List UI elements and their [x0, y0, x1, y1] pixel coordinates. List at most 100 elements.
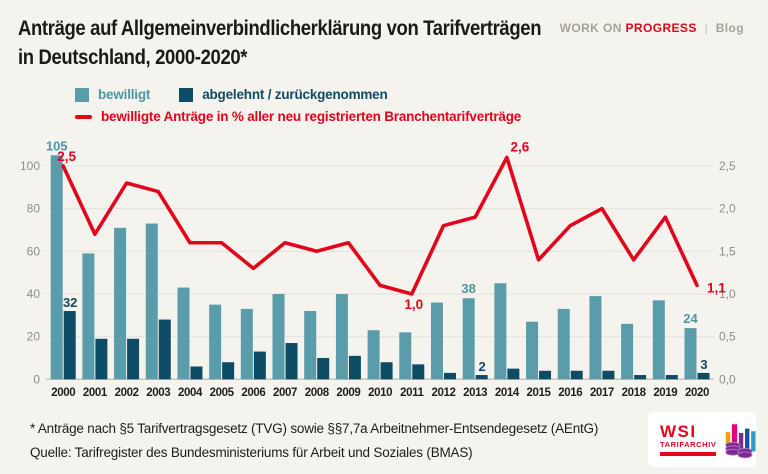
source-line: Quelle: Tarifregister des Bundesminister… [30, 445, 473, 460]
logo-text-block: WSI TARIFARCHIV [660, 423, 716, 456]
bar-bewilligt [209, 304, 222, 380]
bar-abgelehnt [253, 351, 266, 380]
bar-abgelehnt [317, 357, 330, 380]
title-line-2: in Deutschland, 2000-2020* [18, 46, 248, 69]
data-value-label: 3 [700, 357, 707, 372]
bar-bewilligt [589, 296, 602, 380]
bar-line-chart: 0 0,0 20 0,5 40 1,0 60 1,5 80 2,0 100 2,5 2000 2001 20… [20, 138, 736, 399]
left-axis-tick-label: 20 [27, 330, 41, 344]
bar-bewilligt [462, 298, 475, 380]
legend-label-bewilligt: bewilligt [98, 87, 151, 102]
x-axis-year-label: 2005 [210, 387, 235, 399]
bar-bewilligt [399, 332, 412, 380]
bar-bewilligt [557, 308, 570, 380]
right-axis-tick-label: 1,0 [719, 287, 736, 301]
brand-work-on: WORK ON [559, 21, 622, 35]
data-value-label: 2 [479, 359, 486, 374]
bar-abgelehnt [697, 372, 710, 380]
x-axis-year-label: 2019 [653, 387, 677, 399]
coins-chart-icon [725, 423, 756, 458]
x-axis-year-label: 2011 [400, 387, 424, 399]
left-axis-tick-label: 100 [20, 159, 40, 173]
x-axis-year-label: 2010 [368, 387, 392, 399]
bar-bewilligt [114, 227, 127, 380]
left-axis-tick-label: 60 [27, 244, 41, 258]
x-axis-year-label: 2003 [146, 387, 170, 399]
left-axis-tick-label: 0 [33, 372, 40, 386]
bar-abgelehnt [412, 364, 425, 380]
bar-abgelehnt [507, 368, 520, 380]
bar-abgelehnt [127, 338, 140, 380]
bar-abgelehnt [285, 343, 298, 380]
bar-bewilligt [652, 300, 665, 380]
x-axis-year-label: 2018 [622, 387, 647, 399]
bar-abgelehnt [634, 375, 647, 380]
x-axis-year-label: 2009 [336, 387, 360, 399]
bar-bewilligt [304, 311, 317, 380]
x-axis-year-label: 2015 [527, 387, 552, 399]
left-axis-tick-label: 40 [27, 287, 41, 301]
legend-label-abgelehnt: abgelehnt / zurückgenommen [202, 87, 388, 102]
bar-abgelehnt [63, 311, 76, 380]
footnote-asterisk: * Anträge nach §5 Tarifvertragsgesetz (T… [30, 421, 599, 436]
page-title: Anträge auf Allgemeinverbindlicherklärun… [18, 14, 581, 72]
x-axis-year-label: 2013 [463, 387, 487, 399]
brand-progress: PROGRESS [625, 21, 697, 35]
bar-bewilligt [272, 293, 285, 380]
right-axis-tick-label: 0,5 [719, 330, 736, 344]
bar-abgelehnt [190, 366, 203, 380]
data-value-label: 32 [63, 295, 77, 310]
bar-bewilligt [621, 323, 634, 380]
wsi-tarifarchiv-logo[interactable]: WSI TARIFARCHIV [648, 412, 756, 467]
data-value-label: 24 [683, 311, 698, 326]
x-axis-year-label: 2012 [431, 387, 455, 399]
legend-line-swatch [75, 114, 92, 119]
x-axis-year-label: 2007 [273, 387, 297, 399]
data-value-label: 2,6 [510, 139, 529, 154]
x-axis-year-label: 2020 [685, 387, 709, 399]
right-axis-tick-label: 2,0 [719, 202, 736, 216]
x-axis-year-label: 2002 [115, 387, 139, 399]
bar-abgelehnt [443, 372, 456, 380]
right-axis-tick-label: 0,0 [719, 372, 736, 386]
chart-footnotes: * Anträge nach §5 Tarifvertragsgesetz (T… [30, 417, 598, 465]
title-line-1: Anträge auf Allgemeinverbindlicherklärun… [18, 17, 542, 40]
bar-bewilligt [82, 253, 95, 380]
blog-link[interactable]: Blog [715, 21, 744, 35]
chart-legend: bewilligt abgelehnt / zurückgenommen bew… [75, 86, 521, 130]
blog-brand: WORK ON PROGRESS | Blog [560, 21, 744, 35]
logo-red-bar [660, 452, 716, 456]
legend-label-line: bewilligte Anträge in % aller neu regist… [101, 109, 522, 124]
bar-bewilligt [684, 328, 697, 380]
x-axis-year-label: 2000 [51, 387, 75, 399]
x-axis-year-label: 2006 [241, 387, 265, 399]
x-axis-year-label: 2004 [178, 387, 203, 399]
data-value-label: 2,5 [57, 149, 76, 164]
x-axis-year-label: 2014 [495, 387, 520, 399]
bar-abgelehnt [602, 370, 615, 380]
x-axis-year-label: 2017 [590, 387, 614, 399]
bar-bewilligt [177, 287, 190, 380]
brand-separator: | [704, 21, 708, 35]
data-value-label: 38 [461, 281, 475, 296]
right-axis-tick-label: 1,5 [719, 244, 736, 258]
data-value-label: 1,1 [707, 280, 726, 295]
data-value-label: 105 [46, 138, 68, 153]
bar-bewilligt [50, 155, 63, 380]
legend-swatch-bewilligt [75, 87, 89, 102]
right-axis-tick-label: 2,5 [719, 159, 736, 173]
left-axis-tick-label: 80 [27, 202, 41, 216]
bar-abgelehnt [222, 362, 235, 380]
bar-abgelehnt [570, 370, 583, 380]
bar-abgelehnt [539, 370, 552, 380]
bar-abgelehnt [95, 338, 108, 380]
bar-bewilligt [145, 223, 158, 380]
legend-row-line: bewilligte Anträge in % aller neu regist… [75, 108, 521, 125]
bar-abgelehnt [380, 362, 393, 380]
bar-bewilligt [526, 321, 539, 380]
x-axis-year-label: 2001 [83, 387, 108, 399]
bar-bewilligt [367, 330, 380, 380]
bar-bewilligt [430, 302, 443, 380]
x-axis-year-label: 2008 [305, 387, 330, 399]
